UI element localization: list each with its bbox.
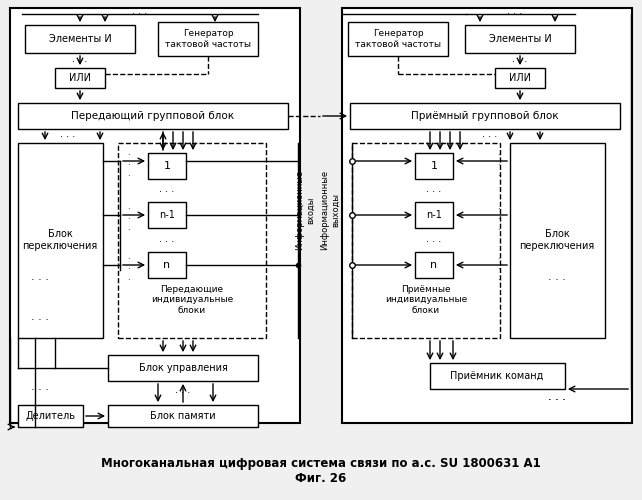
- Text: Приёмный групповой блок: Приёмный групповой блок: [411, 111, 559, 121]
- Text: ·
·
·: · · ·: [126, 151, 129, 181]
- Bar: [430, 363, 565, 389]
- Text: Генератор
тактовой частоты: Генератор тактовой частоты: [355, 30, 441, 48]
- Bar: [148, 202, 186, 228]
- Bar: [108, 355, 258, 381]
- Text: 1: 1: [431, 161, 437, 171]
- Text: n: n: [164, 260, 171, 270]
- Text: · · ·: · · ·: [548, 395, 566, 405]
- Text: n-1: n-1: [159, 210, 175, 220]
- Bar: [148, 252, 186, 278]
- Text: · · ·: · · ·: [507, 9, 523, 19]
- Text: n: n: [430, 260, 438, 270]
- Bar: [348, 22, 448, 56]
- Text: Элементы И: Элементы И: [49, 34, 111, 44]
- Text: ·
·
·: · · ·: [126, 205, 129, 235]
- Text: · · ·: · · ·: [482, 132, 498, 142]
- Text: Генератор
тактовой частоты: Генератор тактовой частоты: [165, 30, 251, 48]
- Text: · · ·: · · ·: [426, 237, 442, 247]
- Bar: [18, 143, 103, 338]
- Text: · · ·: · · ·: [73, 57, 87, 67]
- Text: Блок
переключения: Блок переключения: [22, 229, 98, 251]
- Bar: [10, 8, 300, 423]
- Bar: [352, 143, 500, 338]
- Text: ·
·
·: · · ·: [497, 151, 499, 181]
- Bar: [415, 252, 453, 278]
- Bar: [55, 68, 105, 88]
- Bar: [342, 8, 632, 423]
- Bar: [18, 405, 83, 427]
- Text: · · ·: · · ·: [31, 385, 49, 395]
- Text: Информационные
выходы: Информационные выходы: [320, 170, 340, 250]
- Text: Блок памяти: Блок памяти: [150, 411, 216, 421]
- Text: ·
·
·: · · ·: [497, 255, 499, 285]
- Text: Блок
переключения: Блок переключения: [519, 229, 594, 251]
- Text: · · ·: · · ·: [426, 187, 442, 197]
- Bar: [18, 103, 288, 129]
- Bar: [415, 202, 453, 228]
- Text: · · ·: · · ·: [31, 275, 49, 285]
- Text: Делитель: Делитель: [25, 411, 75, 421]
- Text: Передающие
индивидуальные
блоки: Передающие индивидуальные блоки: [151, 285, 233, 315]
- Bar: [495, 68, 545, 88]
- Text: 1: 1: [164, 161, 171, 171]
- Text: · · ·: · · ·: [60, 132, 76, 142]
- Text: · · ·: · · ·: [512, 57, 528, 67]
- Bar: [350, 103, 620, 129]
- Text: Фиг. 26: Фиг. 26: [295, 472, 347, 486]
- Text: ·
·
·: · · ·: [497, 205, 499, 235]
- Text: Приёмник команд: Приёмник команд: [450, 371, 544, 381]
- Text: · · ·: · · ·: [31, 315, 49, 325]
- Bar: [25, 25, 135, 53]
- Text: ИЛИ: ИЛИ: [509, 73, 531, 83]
- Bar: [510, 143, 605, 338]
- Bar: [415, 153, 453, 179]
- Text: · · ·: · · ·: [548, 395, 566, 405]
- Text: Информационные
входы: Информационные входы: [295, 170, 315, 250]
- Text: · · ·: · · ·: [159, 187, 175, 197]
- Text: Передающий групповой блок: Передающий групповой блок: [71, 111, 234, 121]
- Text: Элементы И: Элементы И: [489, 34, 551, 44]
- Bar: [148, 153, 186, 179]
- Bar: [118, 143, 266, 338]
- Text: n-1: n-1: [426, 210, 442, 220]
- Text: Многоканальная цифровая система связи по а.с. SU 1800631 А1: Многоканальная цифровая система связи по…: [101, 456, 541, 469]
- Text: · · ·: · · ·: [175, 388, 191, 398]
- Bar: [465, 25, 575, 53]
- Text: ИЛИ: ИЛИ: [69, 73, 91, 83]
- Text: Блок управления: Блок управления: [139, 363, 227, 373]
- Text: ·
·
·: · · ·: [126, 255, 129, 285]
- Bar: [108, 405, 258, 427]
- Text: · · ·: · · ·: [159, 237, 175, 247]
- Bar: [158, 22, 258, 56]
- Text: · · ·: · · ·: [132, 9, 148, 19]
- Text: Приёмные
индивидуальные
блоки: Приёмные индивидуальные блоки: [385, 285, 467, 315]
- Text: · · ·: · · ·: [548, 275, 566, 285]
